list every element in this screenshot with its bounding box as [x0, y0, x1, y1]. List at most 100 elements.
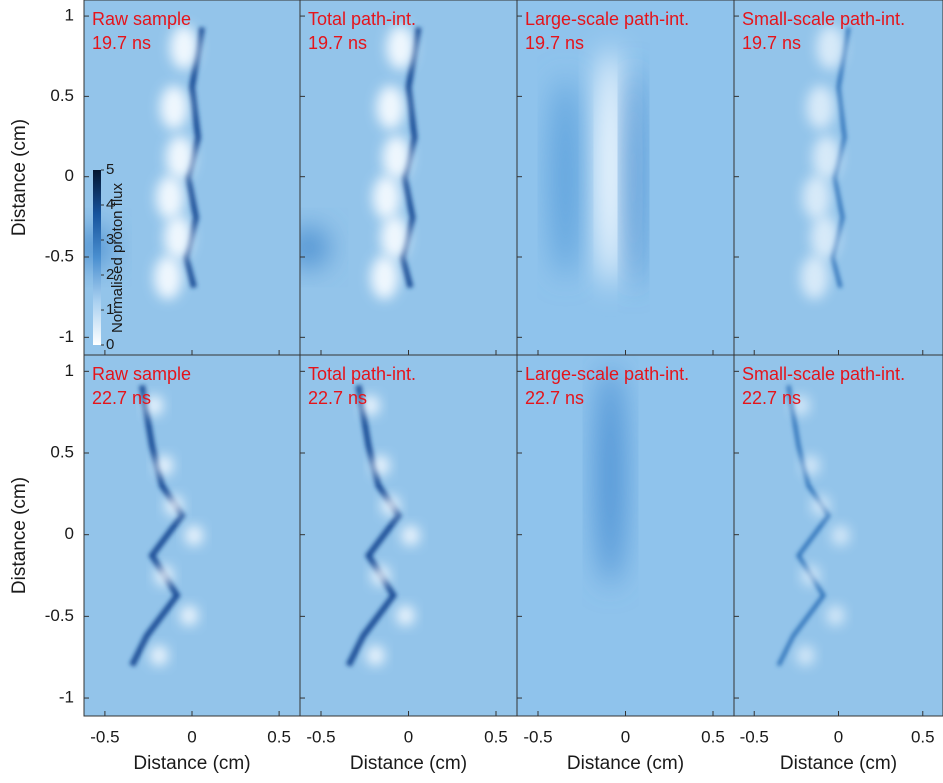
- blob: [381, 495, 400, 516]
- panel-time: 22.7 ns: [92, 388, 151, 408]
- blob: [594, 47, 627, 288]
- blob: [551, 77, 580, 278]
- colorbar: [93, 170, 101, 345]
- x-tick-label: -0.5: [306, 727, 335, 746]
- blob: [596, 365, 625, 586]
- x-tick-label: -0.5: [740, 727, 769, 746]
- y-tick-label: -1: [59, 688, 74, 707]
- panel-image: [734, 355, 943, 716]
- x-tick-label: 0.5: [267, 727, 291, 746]
- panel-title: Small-scale path-int.: [742, 9, 905, 29]
- blob: [831, 525, 850, 546]
- blob: [802, 175, 831, 220]
- streak: [776, 385, 831, 667]
- streak: [399, 27, 422, 289]
- x-tick-label: -0.5: [523, 727, 552, 746]
- streak: [129, 385, 186, 667]
- panel-image: [300, 355, 517, 716]
- colorbar-tick-label: 3: [106, 231, 114, 248]
- panel-time: 19.7 ns: [308, 33, 367, 53]
- panel-time: 19.7 ns: [525, 33, 584, 53]
- y-tick-label: -0.5: [45, 606, 74, 625]
- blob: [300, 227, 329, 268]
- blob: [816, 25, 845, 70]
- blob: [386, 25, 415, 70]
- blob: [371, 565, 390, 586]
- blob: [812, 135, 841, 180]
- panel-title: Raw sample: [92, 364, 191, 384]
- blob: [166, 135, 194, 180]
- blob: [796, 645, 815, 666]
- y-tick-label: -0.5: [45, 246, 74, 265]
- colorbar-tick-label: 1: [106, 301, 114, 318]
- blob: [145, 395, 163, 416]
- x-axis-label: Distance (cm): [350, 753, 467, 774]
- x-axis-label: Distance (cm): [780, 753, 897, 774]
- blob: [401, 525, 420, 546]
- x-tick-label: 0: [621, 727, 630, 746]
- streak: [830, 27, 851, 289]
- colorbar-label: Normalised proton flux: [109, 182, 126, 333]
- blob: [370, 255, 399, 300]
- blob: [396, 605, 415, 626]
- blob: [800, 255, 829, 300]
- panel-title: Raw sample: [92, 9, 191, 29]
- y-axis-label: Distance (cm): [9, 477, 30, 594]
- blob: [170, 25, 198, 70]
- panel-image: [517, 355, 734, 716]
- blob: [180, 605, 198, 626]
- y-tick-label: -1: [59, 327, 74, 346]
- blob: [155, 455, 173, 476]
- blob: [155, 565, 173, 586]
- blob: [160, 85, 188, 130]
- panel-image: [734, 0, 943, 355]
- x-tick-label: 0.5: [701, 727, 725, 746]
- panel-image: [300, 0, 517, 355]
- blob: [164, 215, 192, 260]
- streak: [345, 385, 403, 667]
- blob: [380, 215, 409, 260]
- x-tick-label: -0.5: [90, 727, 119, 746]
- blob: [376, 85, 405, 130]
- blob: [371, 455, 390, 476]
- x-tick-label: 0.5: [911, 727, 935, 746]
- panel-time: 19.7 ns: [92, 33, 151, 53]
- panel-time: 22.7 ns: [308, 388, 367, 408]
- y-tick-label: 1: [65, 361, 74, 380]
- y-tick-label: 0.5: [50, 86, 74, 105]
- colorbar-tick-label: 4: [106, 196, 114, 213]
- panel-title: Small-scale path-int.: [742, 364, 905, 384]
- panel-time: 19.7 ns: [742, 33, 801, 53]
- panel-time: 22.7 ns: [742, 388, 801, 408]
- blob: [801, 565, 820, 586]
- blob: [156, 175, 184, 220]
- blob: [366, 645, 385, 666]
- x-tick-label: 0: [834, 727, 843, 746]
- blob: [185, 525, 203, 546]
- panel-title: Large-scale path-int.: [525, 9, 689, 29]
- y-tick-label: 0: [65, 166, 74, 185]
- blob: [791, 395, 810, 416]
- blob: [810, 215, 839, 260]
- colorbar-tick-label: 5: [106, 161, 114, 178]
- background: [517, 355, 734, 716]
- panel-image: [84, 355, 300, 716]
- blob: [801, 455, 820, 476]
- blob: [372, 175, 401, 220]
- streak: [182, 27, 205, 289]
- y-tick-label: 1: [65, 6, 74, 25]
- colorbar-tick-label: 0: [106, 336, 114, 353]
- panel-image: [84, 0, 300, 355]
- panel-title: Large-scale path-int.: [525, 364, 689, 384]
- blob: [382, 135, 411, 180]
- x-tick-label: 0.5: [484, 727, 508, 746]
- blob: [806, 85, 835, 130]
- x-axis-label: Distance (cm): [133, 753, 250, 774]
- blob: [154, 255, 182, 300]
- blob: [150, 645, 168, 666]
- blob: [361, 395, 380, 416]
- panel-time: 22.7 ns: [525, 388, 584, 408]
- colorbar-tick-label: 2: [106, 266, 114, 283]
